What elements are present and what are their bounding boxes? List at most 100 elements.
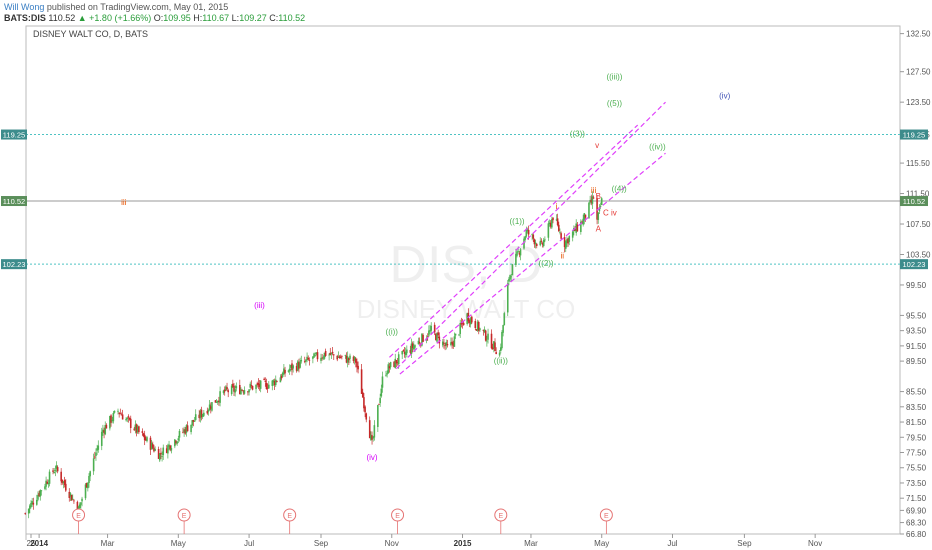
candle-body	[397, 354, 400, 365]
wave-label: ((1))	[509, 217, 524, 226]
earnings-marker[interactable]	[177, 508, 191, 522]
candle-body	[452, 342, 455, 346]
earnings-marker[interactable]	[391, 508, 405, 522]
candle-body	[571, 231, 574, 238]
x-tick-label: Sep	[314, 539, 329, 548]
candle-body	[100, 431, 103, 446]
wave-label: ii	[560, 251, 564, 260]
candle-body	[126, 417, 129, 419]
candle-body	[426, 336, 429, 338]
earnings-marker-label: E	[395, 513, 400, 520]
candle-body	[138, 426, 140, 433]
candle-body	[411, 343, 414, 348]
candle-body	[105, 424, 108, 429]
candle-body	[192, 419, 195, 423]
candle-body	[27, 508, 30, 514]
earnings-marker[interactable]	[72, 508, 86, 522]
y-tick-label: 99.50	[906, 281, 927, 290]
candle-body	[506, 283, 509, 313]
candle-body	[222, 390, 225, 394]
candle-body	[30, 502, 32, 508]
watermark-name: DISNEY WALT CO	[357, 294, 576, 324]
author-link[interactable]: Will Wong	[4, 2, 45, 12]
candle-body	[330, 352, 333, 355]
candle-body	[475, 329, 478, 331]
candle-body	[564, 241, 567, 249]
y-tick-label: 77.50	[906, 449, 927, 458]
candle-body	[80, 502, 82, 505]
candle-body	[493, 341, 495, 348]
candle-body	[379, 397, 381, 404]
candle-body	[102, 429, 104, 433]
price-badge-label: 102.23	[3, 260, 26, 269]
candle-body	[406, 349, 408, 354]
wave-label: ((5))	[607, 99, 622, 108]
candle-body	[471, 316, 473, 323]
x-tick-label: Nov	[808, 539, 822, 548]
candle-body	[433, 324, 436, 333]
candle-body	[438, 336, 441, 344]
candle-body	[225, 386, 227, 391]
candle-body	[462, 322, 465, 326]
candle-body	[377, 404, 379, 427]
candle-body	[508, 278, 510, 282]
candle-body	[61, 479, 64, 483]
candle-body	[503, 313, 506, 326]
candle-body	[336, 355, 339, 360]
y-tick-label: 69.90	[906, 506, 927, 515]
candle-body	[315, 352, 318, 354]
y-tick-label: 127.50	[906, 68, 931, 77]
candle-body	[111, 420, 113, 422]
candle-body	[446, 344, 449, 346]
x-tick-label: Sep	[737, 539, 752, 548]
x-tick-label: May	[171, 539, 186, 548]
candle-body	[387, 364, 390, 374]
candle-body	[563, 237, 566, 248]
earnings-marker[interactable]	[599, 508, 613, 522]
candle-body	[381, 376, 384, 388]
earnings-marker[interactable]	[283, 508, 297, 522]
candle-body	[365, 413, 368, 420]
candle-body	[515, 253, 517, 265]
y-tick-label: 71.50	[906, 494, 927, 503]
price-badge-label: 119.25	[903, 131, 925, 140]
wave-label: v	[595, 141, 599, 150]
candle-body	[443, 342, 445, 344]
candle-body	[251, 385, 254, 390]
wave-label: ((3))	[570, 129, 585, 138]
candle-body	[598, 207, 601, 212]
candle-body	[273, 380, 276, 386]
y-tick-label: 68.30	[906, 519, 927, 528]
candle-body	[357, 365, 359, 370]
channel-line[interactable]	[399, 152, 666, 375]
candle-body	[511, 264, 514, 276]
candle-body	[292, 365, 294, 369]
candle-body	[436, 332, 438, 342]
trend-channel[interactable]	[389, 101, 666, 375]
candle-body	[281, 372, 284, 377]
channel-line[interactable]	[389, 124, 639, 358]
candle-body	[150, 442, 153, 450]
candle-body	[287, 370, 290, 372]
candle-body	[518, 252, 521, 255]
candle-body	[232, 383, 234, 387]
candle-body	[576, 224, 579, 232]
candle-body	[363, 397, 365, 409]
candle-body	[372, 437, 374, 439]
earnings-marker[interactable]	[494, 508, 508, 522]
candle-body	[418, 342, 421, 344]
candle-body	[574, 228, 576, 232]
publish-info: Will Wong published on TradingView.com, …	[4, 2, 228, 12]
candle-body	[596, 198, 598, 220]
candle-body	[29, 505, 31, 510]
candle-body	[542, 239, 545, 247]
candle-body	[183, 429, 185, 433]
candle-body	[266, 387, 269, 389]
candle-body	[81, 498, 83, 502]
channel-line[interactable]	[395, 101, 666, 370]
candle-body	[487, 333, 489, 340]
candle-body	[555, 219, 558, 221]
candle-body	[305, 359, 307, 362]
